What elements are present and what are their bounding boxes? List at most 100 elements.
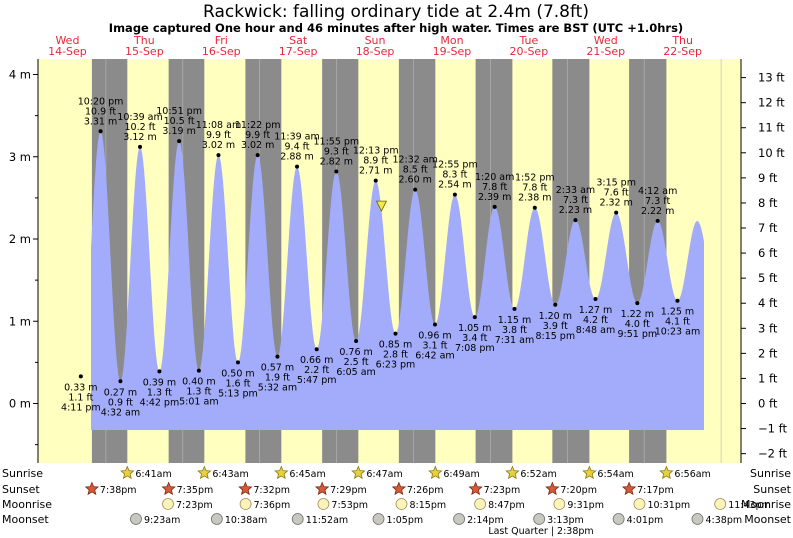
day-name: Thu: [671, 34, 693, 47]
high-tide-time: 12:13 pm: [353, 146, 399, 157]
tide-point: [655, 218, 660, 223]
high-tide-ft: 10.5 ft: [164, 116, 195, 127]
tide-point: [553, 302, 558, 307]
low-tide-ft: 4.2 ft: [583, 315, 608, 326]
left-tick-label: 1 m: [9, 314, 31, 328]
low-tide-m: 1.05 m: [458, 323, 491, 334]
tide-point: [118, 379, 123, 384]
high-tide-m: 2.39 m: [478, 192, 511, 203]
sunrise-time: 6:45am: [289, 469, 325, 480]
high-tide-ft: 8.3 ft: [442, 170, 467, 181]
sunrise-time: 6:52am: [520, 469, 556, 480]
tide-point: [373, 178, 378, 183]
day-date: 18-Sep: [356, 45, 395, 58]
low-tide-time: 10:23 am: [655, 327, 700, 338]
current-tide-marker: [375, 200, 388, 212]
tide-point: [196, 368, 201, 373]
moonset-row-label: Moonset: [2, 513, 49, 526]
low-tide-time: 8:48 am: [576, 325, 615, 336]
tide-point: [452, 192, 457, 197]
low-tide-m: 0.27 m: [104, 387, 137, 398]
right-tick-label: 8 ft: [758, 196, 778, 210]
left-tick-label: 4 m: [9, 68, 31, 82]
tide-curve: [91, 131, 704, 430]
low-tide-ft: 2.5 ft: [344, 357, 369, 368]
low-tide-m: 1.27 m: [579, 305, 612, 316]
low-tide-time: 6:42 am: [415, 351, 454, 362]
moonrise-row-label-right: Moonrise: [741, 498, 791, 511]
moonrise-time: 7:53pm: [331, 500, 368, 511]
high-tide-m: 3.31 m: [84, 116, 117, 127]
right-tick-label: −1 ft: [758, 422, 787, 436]
high-tide-ft: 10.9 ft: [85, 106, 116, 117]
sunrise-time: 6:49am: [443, 469, 479, 480]
sunset-icon: [468, 481, 483, 496]
high-tide-ft: 7.3 ft: [563, 195, 588, 206]
moonrise-time: 8:15pm: [409, 500, 446, 511]
low-tide-m: 0.76 m: [339, 347, 372, 358]
low-tide-time: 5:32 am: [258, 383, 297, 394]
low-tide-ft: 3.1 ft: [422, 341, 447, 352]
high-tide-m: 3.02 m: [241, 140, 274, 151]
day-date: 15-Sep: [125, 45, 164, 58]
right-tick-label: 7 ft: [758, 221, 778, 235]
sunset-time: 7:32pm: [253, 485, 290, 496]
moonset-time: 9:23am: [144, 515, 180, 526]
high-tide-time: 10:20 pm: [78, 96, 124, 107]
day-name: Wed: [594, 34, 618, 47]
sunset-time: 7:17pm: [637, 485, 674, 496]
high-tide-ft: 9.9 ft: [206, 130, 231, 141]
low-tide-time: 4:42 pm: [140, 397, 180, 408]
high-tide-m: 2.23 m: [559, 205, 592, 216]
moonset-row-label-right: Moonset: [744, 513, 791, 526]
day-date: 19-Sep: [433, 45, 472, 58]
high-tide-time: 1:20 am: [475, 172, 514, 183]
sunrise-time: 6:56am: [674, 469, 710, 480]
tide-point: [275, 354, 280, 359]
sunrise-icon: [197, 465, 212, 480]
high-tide-m: 2.22 m: [641, 206, 674, 217]
right-tick-label: 4 ft: [758, 296, 778, 310]
moonrise-time: 11:43pm: [728, 500, 771, 511]
moon-phase: Last Quarter | 2:38pm: [488, 526, 593, 537]
high-tide-time: 11:08 am: [196, 120, 241, 131]
sunrise-icon: [351, 465, 366, 480]
tide-point: [532, 205, 537, 210]
low-tide-ft: 1.9 ft: [265, 373, 290, 384]
sunset-icon: [545, 481, 560, 496]
sunset-time: 7:26pm: [407, 485, 444, 496]
high-tide-m: 2.54 m: [438, 180, 471, 191]
low-tide-time: 8:15 pm: [535, 331, 575, 342]
moonset-time: 10:38am: [225, 515, 267, 526]
sunrise-row-label-right: Sunrise: [750, 467, 791, 480]
high-tide-ft: 8.9 ft: [363, 156, 388, 167]
moonset-time: 3:13pm: [547, 515, 584, 526]
high-tide-m: 3.12 m: [123, 132, 156, 143]
moonrise-time: 7:23pm: [176, 500, 213, 511]
low-tide-m: 0.39 m: [143, 377, 176, 388]
day-date: 14-Sep: [48, 45, 87, 58]
day-name: Fri: [215, 34, 228, 47]
tide-point: [78, 374, 83, 379]
high-tide-time: 1:52 pm: [515, 173, 555, 184]
tide-point: [334, 169, 339, 174]
moonrise-time: 8:47pm: [488, 500, 525, 511]
low-tide-time: 4:32 am: [101, 407, 140, 418]
tide-point: [593, 297, 598, 302]
low-tide-time: 6:05 am: [336, 367, 375, 378]
day-date: 16-Sep: [202, 45, 241, 58]
right-tick-label: 2 ft: [758, 346, 778, 360]
right-tick-label: 6 ft: [758, 246, 778, 260]
moonrise-icon: [553, 498, 566, 510]
high-tide-ft: 10.2 ft: [124, 122, 155, 133]
low-tide-ft: 2.8 ft: [383, 350, 408, 361]
high-tide-m: 3.19 m: [162, 126, 195, 137]
low-tide-ft: 1.3 ft: [186, 387, 211, 398]
high-tide-m: 2.88 m: [280, 152, 313, 163]
tide-point: [295, 164, 300, 169]
sunset-time: 7:23pm: [484, 485, 521, 496]
moonset-icon: [291, 513, 304, 525]
right-tick-label: −2 ft: [758, 447, 787, 461]
tide-point: [492, 204, 497, 209]
high-tide-m: 2.32 m: [599, 198, 632, 209]
